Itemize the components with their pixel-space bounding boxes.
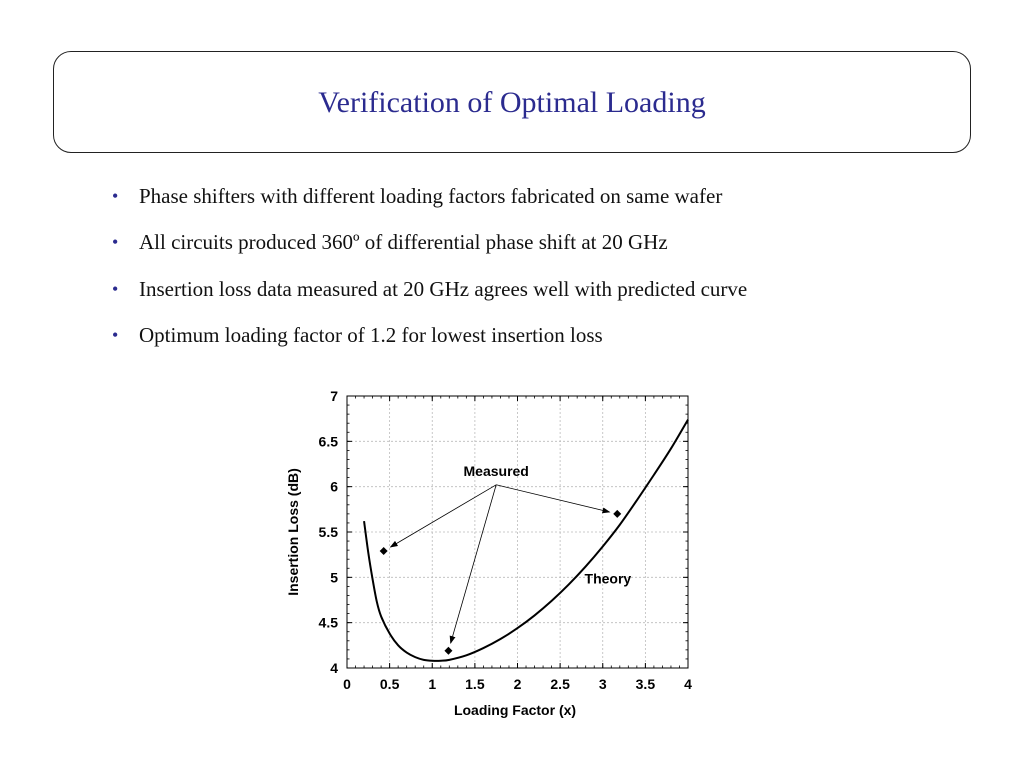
y-tick-label: 4 <box>330 660 338 676</box>
x-tick-label: 2 <box>514 676 522 692</box>
measured-point <box>379 547 388 556</box>
y-tick-label: 5.5 <box>319 524 339 540</box>
measured-points <box>379 509 622 655</box>
x-tick-label: 2.5 <box>550 676 570 692</box>
y-tick-label: 6.5 <box>319 433 339 449</box>
bullet-text: Insertion loss data measured at 20 GHz a… <box>139 276 748 301</box>
bullet-text: Phase shifters with different loading fa… <box>139 184 723 208</box>
slide-title: Verification of Optimal Loading <box>318 86 706 119</box>
annotation-theory: Theory <box>585 571 632 587</box>
x-tick-label: 1 <box>428 676 436 692</box>
x-tick-label: 1.5 <box>465 676 485 692</box>
y-tick-label: 5 <box>330 569 338 585</box>
x-tick-label: 3 <box>599 676 607 692</box>
y-axis-label: Insertion Loss (dB) <box>285 468 301 596</box>
x-tick-label: 4 <box>684 676 692 692</box>
chart-grid <box>347 396 688 668</box>
bullet-item: • Phase shifters with different loading f… <box>112 183 747 229</box>
x-tick-label: 0.5 <box>380 676 400 692</box>
bullet-item: • Insertion loss data measured at 20 GHz … <box>112 276 747 322</box>
x-tick-label: 3.5 <box>636 676 656 692</box>
theory-curve <box>363 419 689 662</box>
bullet-marker: • <box>112 232 119 253</box>
bullet-list: • Phase shifters with different loading f… <box>112 183 747 368</box>
annotation-measured: Measured <box>464 463 529 479</box>
y-tick-label: 7 <box>330 388 338 404</box>
x-axis-label: Loading Factor (x) <box>454 702 576 718</box>
measured-point <box>613 509 622 518</box>
axis-ticks: 0 0.5 1 1.5 2 2.5 3 3.5 4 4 4.5 5 5.5 6 6.5 7 <box>319 388 693 692</box>
bullet-item: • All circuits produced 360º of different… <box>112 229 747 275</box>
y-tick-label: 4.5 <box>319 615 339 631</box>
y-tick-label: 6 <box>330 479 338 495</box>
bullet-text: Optimum loading factor of 1.2 for lowest… <box>139 322 603 347</box>
x-tick-label: 0 <box>343 676 351 692</box>
measured-arrow <box>389 484 497 548</box>
measured-arrows <box>389 484 611 645</box>
bullet-text: All circuits produced 360º of differenti… <box>139 230 668 255</box>
bullet-item: • Optimum loading factor of 1.2 for lowes… <box>112 322 747 368</box>
measured-point <box>444 646 453 655</box>
measured-arrow <box>496 484 611 514</box>
bullet-marker: • <box>112 324 119 345</box>
bullet-marker: • <box>112 278 119 299</box>
bullet-marker: • <box>112 186 119 206</box>
title-frame <box>53 51 971 153</box>
measured-arrow <box>449 484 497 645</box>
